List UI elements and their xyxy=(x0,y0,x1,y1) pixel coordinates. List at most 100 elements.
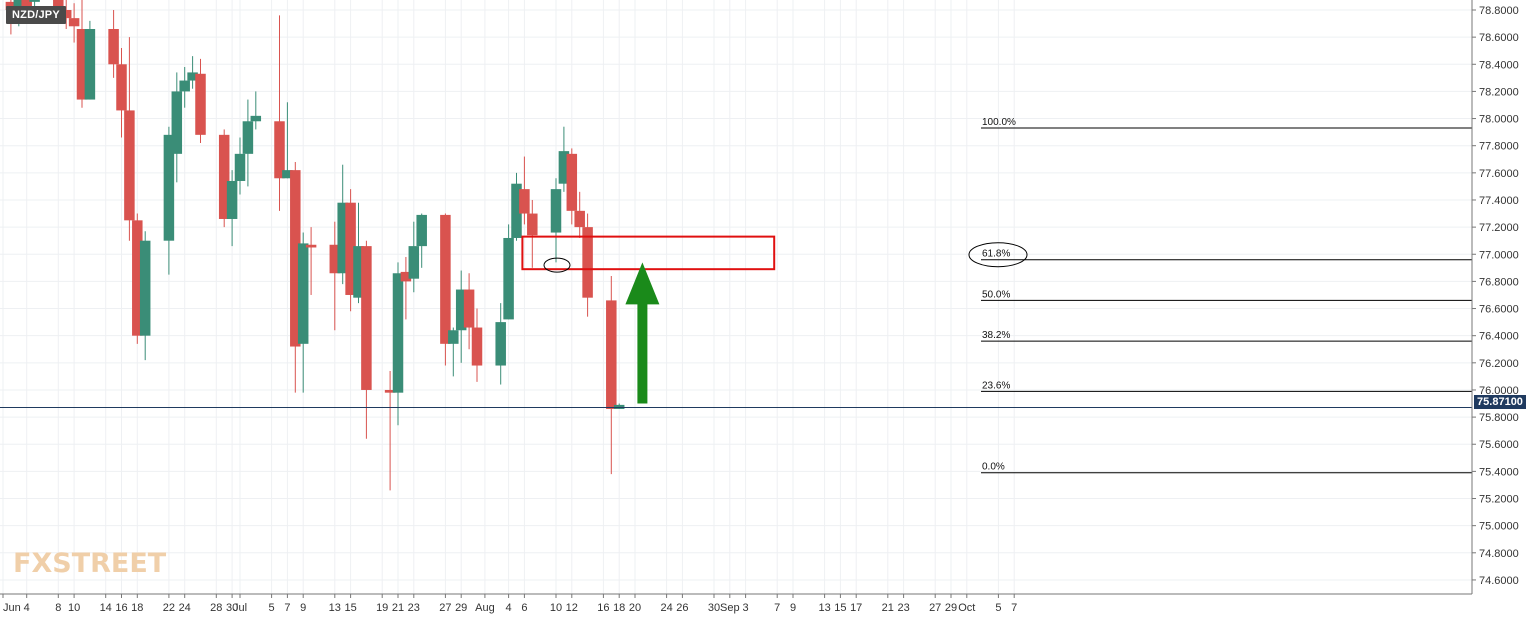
x-tick-label: 21 xyxy=(392,602,404,614)
candle-body xyxy=(495,322,506,366)
candle-body xyxy=(463,289,475,328)
x-tick-label: 10 xyxy=(550,602,562,614)
fib-label: 0.0% xyxy=(982,462,1005,473)
x-tick-label: 3 xyxy=(743,602,749,614)
y-tick-label: 75.8000 xyxy=(1479,412,1519,424)
candle-body xyxy=(13,0,25,10)
x-tick-label: Jun xyxy=(3,602,21,614)
x-tick-label: 9 xyxy=(790,602,796,614)
candle-body xyxy=(132,220,143,336)
candle-body xyxy=(179,80,190,92)
x-tick-label: 14 xyxy=(100,602,112,614)
candle-body xyxy=(282,170,293,179)
x-tick-label: 6 xyxy=(521,602,527,614)
candle-body xyxy=(163,134,175,241)
x-tick-label: 7 xyxy=(1011,602,1017,614)
y-tick-label: 76.8000 xyxy=(1479,276,1519,288)
x-tick-label: 22 xyxy=(163,602,175,614)
last-price-tag: 75.87100 xyxy=(1474,395,1526,409)
x-tick-label: 30 xyxy=(226,602,238,614)
candle-body xyxy=(511,183,522,238)
candle-body xyxy=(305,244,317,248)
x-tick-label: 18 xyxy=(131,602,143,614)
candle-body xyxy=(124,110,135,221)
x-tick-label: Oct xyxy=(958,602,975,614)
candle-body xyxy=(384,389,396,393)
fib-label: 100.0% xyxy=(982,117,1016,128)
x-tick-label: 5 xyxy=(269,602,275,614)
x-tick-label: 5 xyxy=(995,602,1001,614)
fib-label: 38.2% xyxy=(982,330,1010,341)
x-tick-label: 7 xyxy=(284,602,290,614)
candle-body xyxy=(171,91,183,154)
fxstreet-watermark: FXSTREET xyxy=(13,548,167,579)
annotations xyxy=(0,235,1472,408)
y-tick-label: 77.0000 xyxy=(1479,249,1519,261)
candle-body xyxy=(68,18,80,27)
y-tick-label: 76.2000 xyxy=(1479,358,1519,370)
x-tick-label: 16 xyxy=(597,602,609,614)
candle-body xyxy=(226,180,238,219)
x-tick-label: 13 xyxy=(818,602,830,614)
candles xyxy=(5,0,625,491)
fib-label: 23.6% xyxy=(982,380,1010,391)
x-tick-label: 29 xyxy=(455,602,467,614)
y-tick-label: 78.4000 xyxy=(1479,59,1519,71)
y-tick-label: 77.8000 xyxy=(1479,141,1519,153)
candle-body xyxy=(416,214,427,247)
y-tick-label: 77.2000 xyxy=(1479,222,1519,234)
up-arrow xyxy=(625,262,660,404)
x-tick-label: Sep xyxy=(720,602,740,614)
candle-body xyxy=(448,330,459,344)
symbol-label: NZD/JPY xyxy=(6,6,66,24)
y-tick-label: 75.0000 xyxy=(1479,521,1519,533)
y-tick-label: 76.0000 xyxy=(1479,385,1519,397)
x-tick-label: 27 xyxy=(929,602,941,614)
candle-body xyxy=(29,0,40,2)
candle-body xyxy=(139,240,151,336)
candle-body xyxy=(297,243,309,344)
candle-body xyxy=(455,289,467,331)
candle-body xyxy=(195,73,206,135)
candle-body xyxy=(21,0,32,11)
x-tick-label: 20 xyxy=(629,602,641,614)
candle-body xyxy=(527,213,538,236)
candle-body xyxy=(613,404,625,409)
x-tick-label: 24 xyxy=(660,602,672,614)
x-tick-label: 12 xyxy=(566,602,578,614)
candle-body xyxy=(503,237,514,320)
fib-label: 61.8% xyxy=(982,249,1010,260)
candle-body xyxy=(606,300,617,409)
candle-body xyxy=(337,202,348,274)
candle-body xyxy=(84,28,96,100)
y-tick-label: 78.2000 xyxy=(1479,86,1519,98)
y-tick-label: 78.8000 xyxy=(1479,5,1519,17)
candle-body xyxy=(519,189,530,214)
grid xyxy=(0,0,1472,594)
x-tick-label: 23 xyxy=(897,602,909,614)
y-tick-label: 74.6000 xyxy=(1479,575,1519,587)
x-tick-label: Jul xyxy=(233,602,247,614)
x-tick-label: 15 xyxy=(344,602,356,614)
x-tick-label: 4 xyxy=(24,602,30,614)
x-tick-label: 26 xyxy=(676,602,688,614)
x-tick-label: 16 xyxy=(115,602,127,614)
y-tick-label: 74.8000 xyxy=(1479,548,1519,560)
candle-body xyxy=(290,170,301,347)
candle-body xyxy=(558,151,570,184)
x-tick-label: 4 xyxy=(506,602,512,614)
y-tick-label: 75.2000 xyxy=(1479,494,1519,506)
x-tick-label: 9 xyxy=(300,602,306,614)
candle-body xyxy=(471,327,483,366)
y-tick-label: 78.6000 xyxy=(1479,32,1519,44)
candle-body xyxy=(187,72,198,81)
candle-body xyxy=(108,28,119,65)
candle-body xyxy=(76,28,88,100)
candle-body xyxy=(250,115,262,122)
candle-body xyxy=(574,210,585,228)
x-tick-label: 10 xyxy=(68,602,80,614)
highlight-ellipse xyxy=(543,257,571,273)
x-tick-label: 15 xyxy=(834,602,846,614)
x-tick-label: 8 xyxy=(55,602,61,614)
